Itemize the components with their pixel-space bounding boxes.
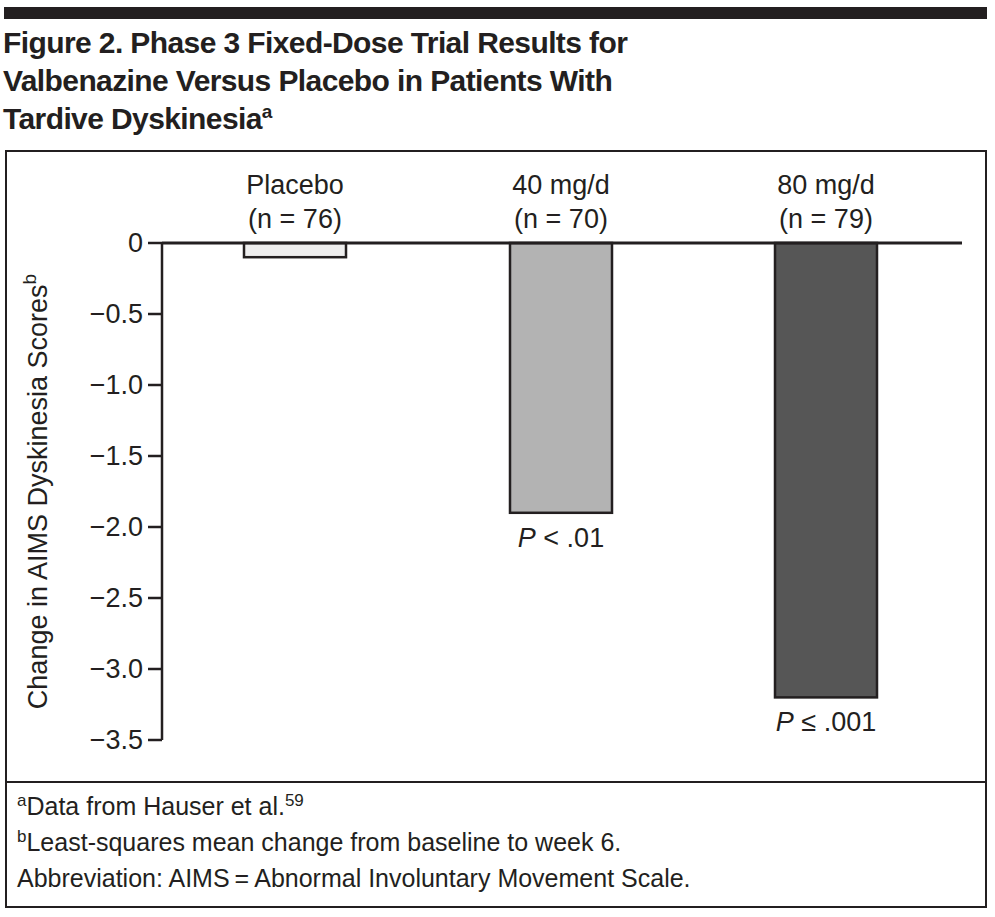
footnote-b: bLeast-squares mean change from baseline… [17,824,975,860]
figure-page: Figure 2. Phase 3 Fixed-Dose Trial Resul… [0,0,995,917]
bar-80-mg-d [775,243,877,697]
title-superscript-a: a [262,101,272,122]
y-tick-label: −1.0 [90,370,143,400]
column-header-n: (n = 76) [248,204,342,234]
bar-chart: 0 −0.5 −1.0 −1.5 −2.0 −2.5 −3.0 −3.5 Change in A… [7,152,985,781]
p-value-label: P ≤ .001 [776,707,876,737]
footnote-panel: aData from Hauser et al.59 bLeast-square… [7,783,985,896]
column-header-n: (n = 79) [779,204,873,234]
y-tick-label: −1.5 [90,441,143,471]
column-header-dose: Placebo [246,170,344,200]
y-tick-label: −3.5 [90,725,143,755]
y-tick-label: −3.0 [90,654,143,684]
column-header-n: (n = 70) [514,204,608,234]
figure-box: 0 −0.5 −1.0 −1.5 −2.0 −2.5 −3.0 −3.5 Change in A… [5,150,987,908]
p-value-label: P < .01 [518,523,604,553]
title-line-2: Valbenazine Versus Placebo in Patients W… [3,64,612,97]
footnote-b-text: Least-squares mean change from baseline … [26,828,621,856]
y-tick-label: −2.0 [90,512,143,542]
y-tick-label: −0.5 [90,299,143,329]
footnote-a: aData from Hauser et al.59 [17,788,975,824]
top-rule [4,7,987,19]
chart-panel: 0 −0.5 −1.0 −1.5 −2.0 −2.5 −3.0 −3.5 Change in A… [7,152,985,783]
footnote-abbreviation: Abbreviation: AIMS = Abnormal Involuntar… [17,860,975,896]
footnote-abbreviation-text: Abbreviation: AIMS = Abnormal Involuntar… [17,864,691,892]
y-tick-label: 0 [128,228,143,258]
footnote-a-text: Data from Hauser et al. [26,792,284,820]
y-axis-title: Change in AIMS Dyskinesia Scoresb [19,274,53,709]
bar-placebo [244,243,346,257]
y-tick-label: −2.5 [90,583,143,613]
footnote-a-reference: 59 [285,791,304,810]
column-header-dose: 40 mg/d [512,170,610,200]
bar-40-mg-d [510,243,612,513]
title-line-3: Tardive Dyskinesia [3,102,262,135]
figure-title: Figure 2. Phase 3 Fixed-Dose Trial Resul… [3,24,627,138]
column-header-dose: 80 mg/d [777,170,875,200]
title-line-1: Figure 2. Phase 3 Fixed-Dose Trial Resul… [3,26,627,59]
